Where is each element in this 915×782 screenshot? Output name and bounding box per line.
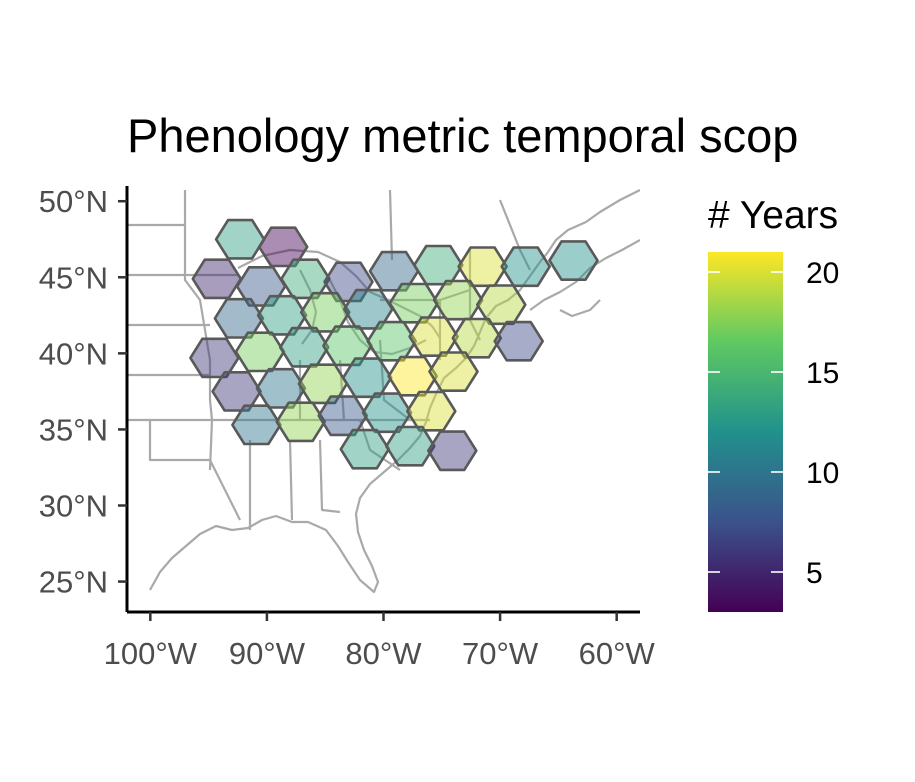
hexbin-29 [297,363,349,405]
hexbin-24 [408,316,459,358]
hexbin-1 [214,218,266,260]
hexbin-28 [255,367,307,409]
legend-label: 10 [806,457,839,490]
y-tick-label: 30°N [39,489,108,524]
y-tick-label: 25°N [39,565,108,600]
hexbin-23 [366,320,418,362]
hexbin-36 [361,392,413,434]
x-ticks: 100°W 90°W 80°W 70°W 60°W [104,612,656,671]
y-tick-label: 40°N [39,336,108,371]
basemap [127,189,640,594]
hexbin-32 [428,351,479,393]
hexbin-16 [388,282,440,324]
hexbin-25 [451,317,503,359]
x-tick-label: 90°W [229,636,306,671]
legend-ticks: 5 10 15 20 [708,257,839,590]
hexbin-18 [475,284,527,326]
hexbin-22 [322,325,373,367]
y-axis: 25°N 30°N 35°N 40°N 45°N 50°N [39,184,129,612]
y-tick-label: 50°N [39,184,108,219]
hexbin-layer [189,218,599,472]
hexbin-14 [299,291,351,333]
hexbin-2 [257,226,309,268]
hexbin-7 [368,250,420,292]
x-axis: 100°W 90°W 80°W 70°W 60°W [104,610,656,671]
hexbin-13 [256,294,308,336]
hexbin-12 [213,297,265,339]
hexbin-39 [384,425,436,467]
x-tick-label: 60°W [579,636,656,671]
legend-label: 15 [806,357,839,390]
legend: # Years 5 10 15 20 [708,194,839,612]
coastline [149,189,640,594]
hexbin-40 [426,430,478,472]
x-tick-label: 100°W [104,636,198,671]
hexbin-11 [548,240,599,282]
hexbin-38 [339,428,391,470]
legend-label: 5 [806,557,823,590]
plot-panel [127,189,640,594]
x-tick-label: 80°W [345,636,422,671]
hexbin-26 [493,320,545,362]
hexbin-33 [231,404,282,446]
hexbin-3 [191,258,243,300]
hexbin-6 [323,261,374,303]
y-ticks: 25°N 30°N 35°N 40°N 45°N 50°N [39,184,127,600]
hexbin-35 [317,395,369,437]
legend-title: # Years [708,194,838,237]
hexbin-20 [234,331,286,373]
hexbin-30 [341,357,393,399]
hexbin-8 [412,244,464,286]
chart-title: Phenology metric temporal scop [127,109,798,162]
hexbin-34 [275,401,327,443]
y-tick-label: 35°N [39,412,108,447]
y-tick-label: 45°N [39,260,108,295]
hexbin-31 [387,355,438,397]
x-tick-label: 70°W [462,636,539,671]
hexbin-37 [405,390,457,432]
hexbin-5 [280,258,331,300]
state-borders [127,189,531,530]
hexbin-17 [432,279,484,321]
legend-colorbar [708,252,783,612]
coastline-maritime [529,239,640,318]
hexbin-15 [342,288,394,330]
legend-label: 20 [806,257,839,290]
hexbin-19 [189,337,240,379]
hexbin-27 [211,370,262,412]
hexbin-10 [500,246,552,288]
hexbin-21 [278,326,330,368]
